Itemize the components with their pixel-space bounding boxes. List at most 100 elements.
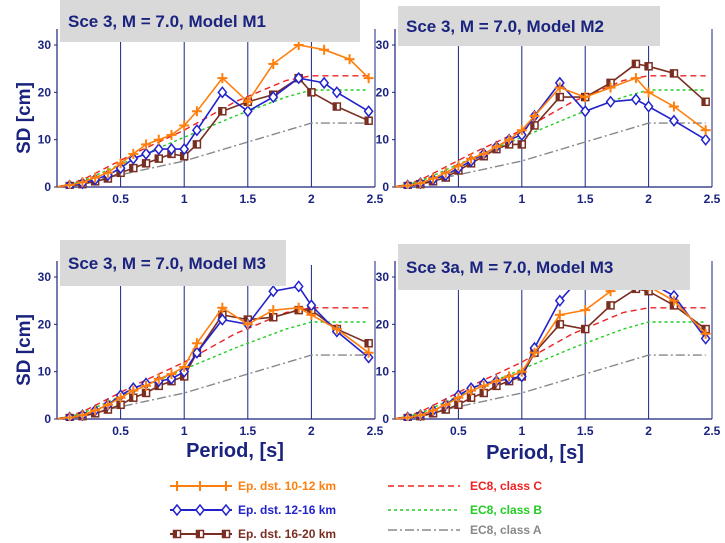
diamond-marker	[141, 147, 152, 161]
square-marker-fill	[155, 382, 159, 390]
square-marker-fill	[505, 140, 510, 148]
diamond-marker	[191, 346, 202, 359]
series-line-ep1	[57, 306, 370, 420]
square-marker-fill	[173, 530, 177, 538]
series-line-b	[395, 321, 706, 420]
y-tick-label: 20	[38, 85, 52, 99]
legend-label: EC8, class C	[470, 479, 542, 493]
square-marker-fill	[365, 339, 369, 347]
y-axis-label: SD [cm]	[14, 82, 35, 154]
square-marker-fill	[307, 306, 312, 314]
y-axis-label: SD [cm]	[14, 314, 35, 386]
series-line-c	[57, 307, 369, 420]
x-tick-label: 1.5	[239, 424, 256, 438]
x-tick-label: 0.5	[112, 424, 129, 438]
x-tick-label: 2	[308, 192, 315, 206]
diamond-marker	[179, 142, 190, 156]
chart-title: Sce 3, M = 7.0, Model M3	[68, 254, 266, 273]
square-marker-fill	[645, 287, 649, 295]
diamond-marker	[217, 313, 228, 326]
square-marker-fill	[142, 159, 147, 167]
square-marker-fill	[218, 107, 223, 115]
square-marker-fill	[556, 320, 560, 328]
square-marker-fill	[193, 140, 197, 148]
square-marker-fill	[480, 389, 484, 397]
square-marker-fill	[167, 150, 172, 158]
y-tick-label: 10	[38, 133, 52, 147]
diamond-marker	[580, 105, 591, 118]
legend-item-ep1: Ep. dst. 10-12 km	[170, 479, 336, 493]
x-tick-label: 2.5	[704, 424, 721, 438]
diamond-marker	[268, 90, 279, 104]
square-marker-fill	[244, 316, 248, 324]
series-line-c	[395, 75, 706, 188]
y-tick-label: 10	[376, 133, 390, 147]
diamond-marker	[700, 133, 711, 146]
chart-panel-2: 0 10 20 30 0.5 1 1.5 2 2.5 Sce 3, M = 7.0, Model …	[376, 6, 721, 206]
x-tick-label: 2	[308, 424, 315, 438]
diamond-marker	[217, 86, 228, 99]
diamond-marker	[319, 76, 330, 90]
square-marker-fill	[117, 169, 121, 177]
y-tick-label: 30	[38, 270, 52, 284]
square-marker-fill	[670, 69, 674, 77]
series-line-b	[395, 89, 706, 188]
series-line-ep3	[395, 287, 707, 420]
square-marker-fill	[702, 98, 706, 106]
square-marker-fill	[269, 313, 274, 321]
x-tick-label: 2.5	[367, 192, 384, 206]
diamond-marker	[153, 142, 164, 156]
chart-title: Sce 3, M = 7.0, Model M1	[68, 12, 266, 31]
diamond-marker	[605, 95, 616, 109]
diamond-marker	[363, 105, 374, 118]
square-marker-fill	[218, 311, 223, 319]
diamond-marker	[191, 123, 202, 137]
x-tick-label: 1.5	[577, 192, 594, 206]
series-line-ep3	[57, 309, 369, 420]
diamond-marker	[668, 114, 679, 127]
square-marker-fill	[442, 406, 446, 414]
square-marker-fill	[155, 155, 159, 163]
diamond-marker	[242, 105, 253, 118]
series-line-ep3	[57, 77, 369, 188]
y-tick-label: 20	[376, 317, 390, 331]
diamond-marker	[643, 100, 654, 113]
square-marker-fill	[117, 401, 121, 409]
legend-item-ep3: Ep. dst. 16-20 km	[170, 527, 336, 541]
title-box	[60, 240, 286, 286]
square-marker-fill	[365, 117, 369, 125]
square-marker-fill	[180, 152, 185, 160]
plot-area	[57, 280, 374, 421]
square-marker-fill	[222, 530, 226, 538]
legend: Ep. dst. 10-12 km Ep. dst. 12-16 km Ep. ds…	[170, 479, 542, 541]
y-tick-label: 30	[376, 270, 390, 284]
x-tick-label: 1.5	[577, 424, 594, 438]
x-tick-label: 0.5	[450, 192, 467, 206]
diamond-marker	[293, 71, 304, 85]
square-marker-fill	[104, 406, 108, 414]
square-marker-fill	[307, 88, 312, 96]
square-marker-fill	[142, 389, 147, 397]
chart-panel-3: 0 10 20 30 0.5 1 1.5 2 2.5 Sce 3, M = 7.0, Model …	[14, 240, 384, 462]
x-tick-label: 0.5	[112, 192, 129, 206]
square-marker-fill	[492, 382, 497, 390]
diamond-marker	[630, 93, 641, 106]
title-box	[398, 244, 690, 290]
square-marker-fill	[518, 140, 522, 148]
title-box	[398, 6, 660, 46]
x-tick-label: 2	[645, 424, 652, 438]
x-tick-label: 2	[645, 192, 652, 206]
chart-panel-1: 0 10 20 30 0.5 1 1.5 2 2.5 Sce 3, M = 7.0, Model …	[14, 0, 384, 206]
square-marker-fill	[467, 394, 472, 402]
diamond-marker	[554, 294, 565, 307]
series-line-ep2	[57, 285, 370, 420]
series-line-a	[57, 354, 369, 420]
chart-title: Sce 3a, M = 7.0, Model M3	[406, 258, 613, 277]
square-marker-fill	[180, 372, 185, 380]
plot-area	[57, 40, 374, 189]
square-marker-fill	[670, 301, 674, 309]
diamond-marker	[172, 503, 182, 517]
square-marker-fill	[295, 306, 299, 314]
square-marker-fill	[129, 164, 134, 172]
square-marker-fill	[702, 325, 706, 333]
